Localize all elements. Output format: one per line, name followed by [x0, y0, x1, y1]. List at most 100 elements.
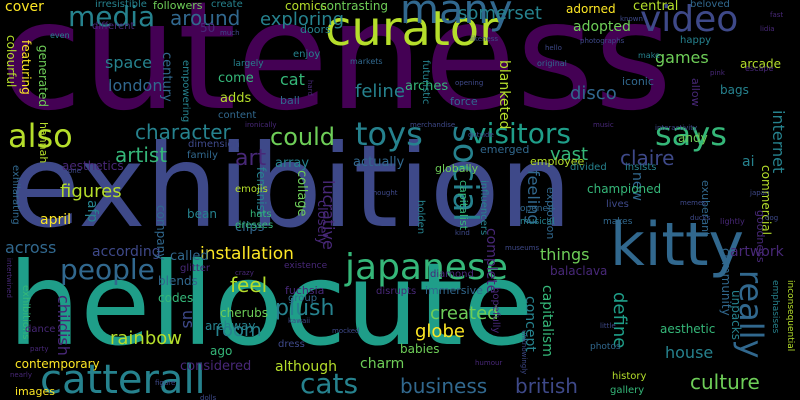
- word-exhibition: exhibition: [10, 120, 572, 253]
- word-contemporary: contemporary: [15, 357, 100, 371]
- word-museums: museums: [505, 244, 540, 252]
- word-arcade: arcade: [740, 57, 781, 71]
- word-claire: claire: [620, 146, 675, 170]
- word-empowering: empowering: [180, 60, 191, 123]
- word-ball: ball: [280, 94, 300, 107]
- word-holden: holden: [415, 200, 426, 235]
- word-afp: afp: [84, 200, 100, 223]
- word-capitalist: capitalist: [457, 180, 470, 231]
- word-blends: blends: [158, 274, 198, 288]
- word-photographs: photographs: [580, 37, 625, 45]
- word-irresistible: irresistible: [95, 0, 147, 10]
- word-array: array: [275, 156, 310, 171]
- word-crazy: crazy: [235, 269, 254, 277]
- word-babies: babies: [400, 342, 440, 356]
- word-says: says: [655, 115, 727, 153]
- word-divided: divided: [570, 162, 607, 173]
- word-music: music: [593, 121, 614, 129]
- word-clips: clips: [235, 220, 265, 235]
- word-could: could: [270, 123, 335, 151]
- word-mocked: mocked: [332, 327, 360, 335]
- word-cherubs: cherubs: [220, 306, 268, 320]
- word-created: created: [430, 303, 499, 324]
- word-kawaii: kawaii: [288, 317, 311, 325]
- word-cover: cover: [5, 0, 44, 15]
- word-globally: globally: [435, 162, 479, 175]
- word-dimension: dimension: [188, 139, 240, 150]
- word-artwork: artwork: [730, 244, 784, 260]
- word-content: content: [218, 110, 257, 121]
- word-cats: cats: [300, 367, 359, 400]
- word-artist: artist: [115, 143, 168, 167]
- word-disrupts: disrupts: [376, 286, 417, 297]
- word-allow: allow: [689, 78, 702, 107]
- word-musical: musical: [520, 217, 555, 227]
- word-hopefully: hopefully: [490, 287, 501, 334]
- word-collage: collage: [294, 170, 309, 217]
- word-championed: championed: [587, 182, 662, 196]
- word-according: according: [92, 244, 161, 260]
- word-around: around: [170, 6, 241, 30]
- word-define: define: [609, 292, 630, 349]
- word-figures: figures: [60, 181, 122, 202]
- word-archway: archway: [205, 319, 256, 333]
- word-central: central: [633, 0, 679, 14]
- word-history: history: [612, 371, 647, 382]
- word-even: even: [50, 31, 70, 40]
- word-lives: lives: [606, 199, 629, 210]
- word-charm: charm: [360, 356, 405, 372]
- word-bean: bean: [187, 207, 217, 221]
- word-dog: dog: [765, 214, 779, 222]
- word-dress: dress: [278, 339, 305, 350]
- word-character: character: [135, 120, 231, 144]
- word-art: art: [235, 146, 267, 171]
- word-outside: outside: [468, 131, 494, 139]
- word-likeness: likeness: [470, 35, 499, 43]
- word-business: business: [400, 374, 488, 398]
- word-vast: vast: [550, 144, 589, 165]
- word-balaclava: balaclava: [550, 264, 608, 278]
- word-aesthetics: aesthetics: [62, 159, 124, 173]
- word-considered: considered: [180, 359, 252, 374]
- word-ai: ai: [742, 154, 755, 170]
- word-opened: opened: [520, 204, 554, 214]
- word-known: known: [620, 15, 643, 23]
- word-beloved: beloved: [690, 0, 730, 10]
- word-people: people: [60, 253, 155, 286]
- word-century: century: [159, 52, 174, 102]
- word-futuristic: futuristic: [420, 60, 431, 105]
- word-although: although: [275, 359, 338, 375]
- word-markets: markets: [350, 57, 383, 66]
- word-different: different: [92, 21, 135, 32]
- word-interactivity: interactivity: [655, 124, 698, 132]
- word-emojis: emojis: [235, 184, 268, 195]
- word-pink: pink: [710, 69, 725, 77]
- word-visitors: visitors: [470, 117, 571, 150]
- word-blanketed: blanketed: [496, 60, 512, 130]
- word-arches: arches: [405, 79, 449, 94]
- word-humour: humour: [475, 359, 503, 367]
- word-force: force: [450, 95, 478, 108]
- word-dresses: dresses: [235, 220, 274, 231]
- word-one: one: [68, 167, 82, 175]
- word-intertwined: intertwined: [5, 258, 13, 298]
- word-largely: largely: [233, 59, 264, 69]
- word-little: little: [600, 322, 616, 330]
- word-complete: complete: [483, 228, 499, 294]
- word-colourful: colourful: [4, 35, 18, 88]
- word-contrasting: contrasting: [320, 0, 389, 13]
- word-across: across: [5, 238, 57, 257]
- word-party: party: [30, 345, 49, 353]
- word-also: also: [8, 117, 73, 155]
- word-community: community: [719, 248, 733, 316]
- word-create: create: [211, 0, 243, 10]
- word-ironically: ironically: [245, 121, 277, 129]
- word-curator: curator: [325, 1, 499, 57]
- word-dolls: dolls: [200, 394, 217, 400]
- word-ago: ago: [210, 344, 233, 358]
- word-exploring: exploring: [260, 9, 345, 30]
- word-andy: andy: [678, 131, 708, 145]
- word-diamond: diamond: [430, 269, 474, 280]
- word-media: media: [68, 0, 156, 33]
